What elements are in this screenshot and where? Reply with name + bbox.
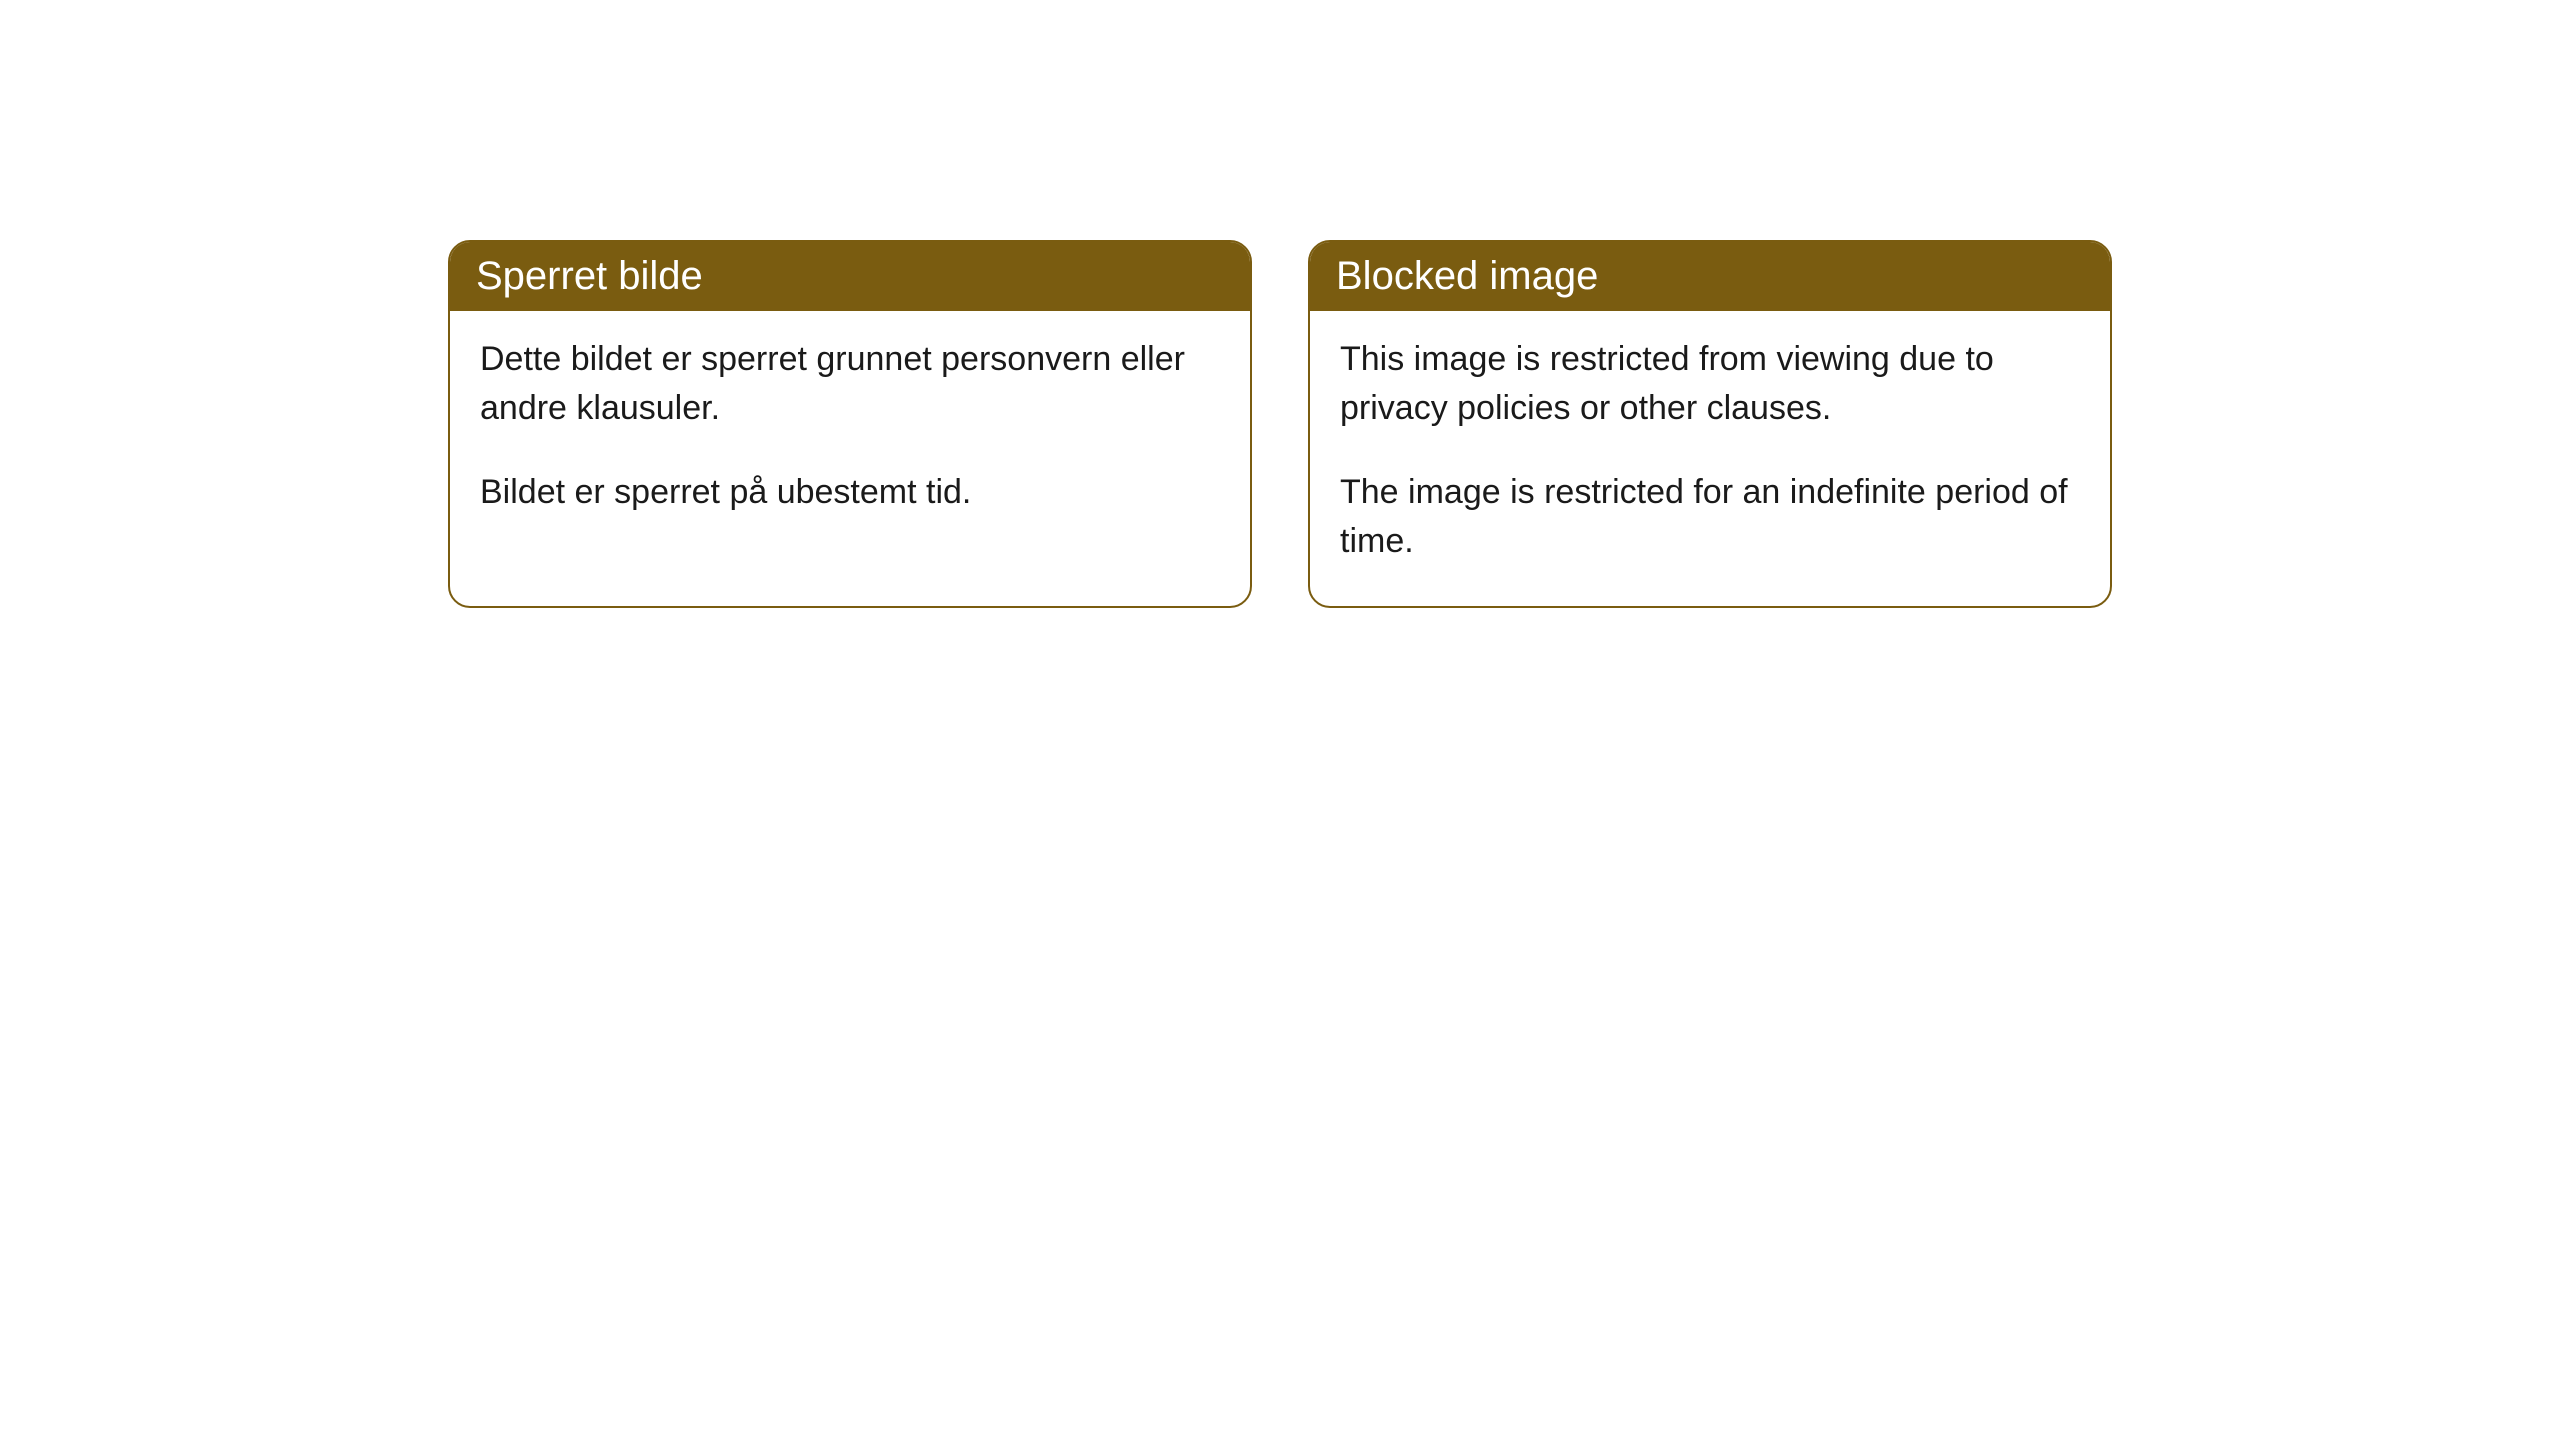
card-header-en: Blocked image	[1310, 242, 2110, 311]
card-paragraph-2-en: The image is restricted for an indefinit…	[1340, 468, 2080, 567]
card-paragraph-1-en: This image is restricted from viewing du…	[1340, 335, 2080, 434]
blocked-image-card-no: Sperret bilde Dette bildet er sperret gr…	[448, 240, 1252, 608]
blocked-image-card-en: Blocked image This image is restricted f…	[1308, 240, 2112, 608]
cards-container: Sperret bilde Dette bildet er sperret gr…	[0, 240, 2560, 608]
card-paragraph-2-no: Bildet er sperret på ubestemt tid.	[480, 468, 1220, 517]
card-title-no: Sperret bilde	[476, 254, 703, 298]
card-title-en: Blocked image	[1336, 254, 1598, 298]
card-header-no: Sperret bilde	[450, 242, 1250, 311]
card-body-no: Dette bildet er sperret grunnet personve…	[450, 311, 1250, 557]
card-paragraph-1-no: Dette bildet er sperret grunnet personve…	[480, 335, 1220, 434]
card-body-en: This image is restricted from viewing du…	[1310, 311, 2110, 606]
